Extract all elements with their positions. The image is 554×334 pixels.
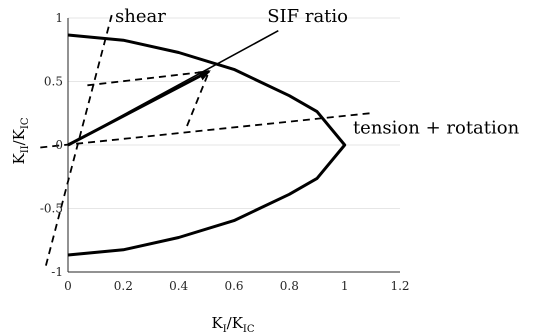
dashed-line bbox=[186, 70, 210, 127]
y-tick-label: 0.5 bbox=[44, 75, 63, 89]
y-tick-label: -1 bbox=[51, 265, 63, 279]
x-tick-label: 1.2 bbox=[390, 279, 409, 293]
annotation-label: shear bbox=[115, 6, 166, 27]
y-axis-label: KII/KIC bbox=[10, 117, 31, 164]
x-tick-label: 1 bbox=[341, 279, 349, 293]
tick-labels: 10.50-0.5-10 0.2 0.4 0.6 0.8 1 1.2 bbox=[40, 11, 410, 293]
x-tick-label: 0.2 bbox=[114, 279, 133, 293]
grid-lines bbox=[68, 17, 400, 273]
x-tick-label: 0.8 bbox=[280, 279, 299, 293]
dashed-line bbox=[40, 112, 370, 149]
sif-vector-arrow bbox=[67, 69, 211, 147]
series-layer bbox=[40, 12, 370, 266]
annotation-label: SIF ratio bbox=[267, 6, 348, 27]
dashed-line bbox=[87, 70, 210, 87]
y-tick-label: -0.5 bbox=[40, 202, 63, 216]
x-tick-label: 0 bbox=[64, 279, 72, 293]
x-tick-label: 0.4 bbox=[169, 279, 188, 293]
annotations: shear SIF ratio tension + rotation bbox=[115, 6, 520, 139]
annotation-label: tension + rotation bbox=[353, 118, 520, 139]
dashed-line bbox=[45, 12, 114, 266]
x-axis-label: KI/KIC bbox=[211, 314, 254, 334]
failure-envelope-curve bbox=[67, 33, 347, 257]
y-tick-label: 0 bbox=[55, 138, 63, 152]
y-tick-label: 1 bbox=[55, 11, 63, 25]
x-tick-label: 0.6 bbox=[224, 279, 243, 293]
